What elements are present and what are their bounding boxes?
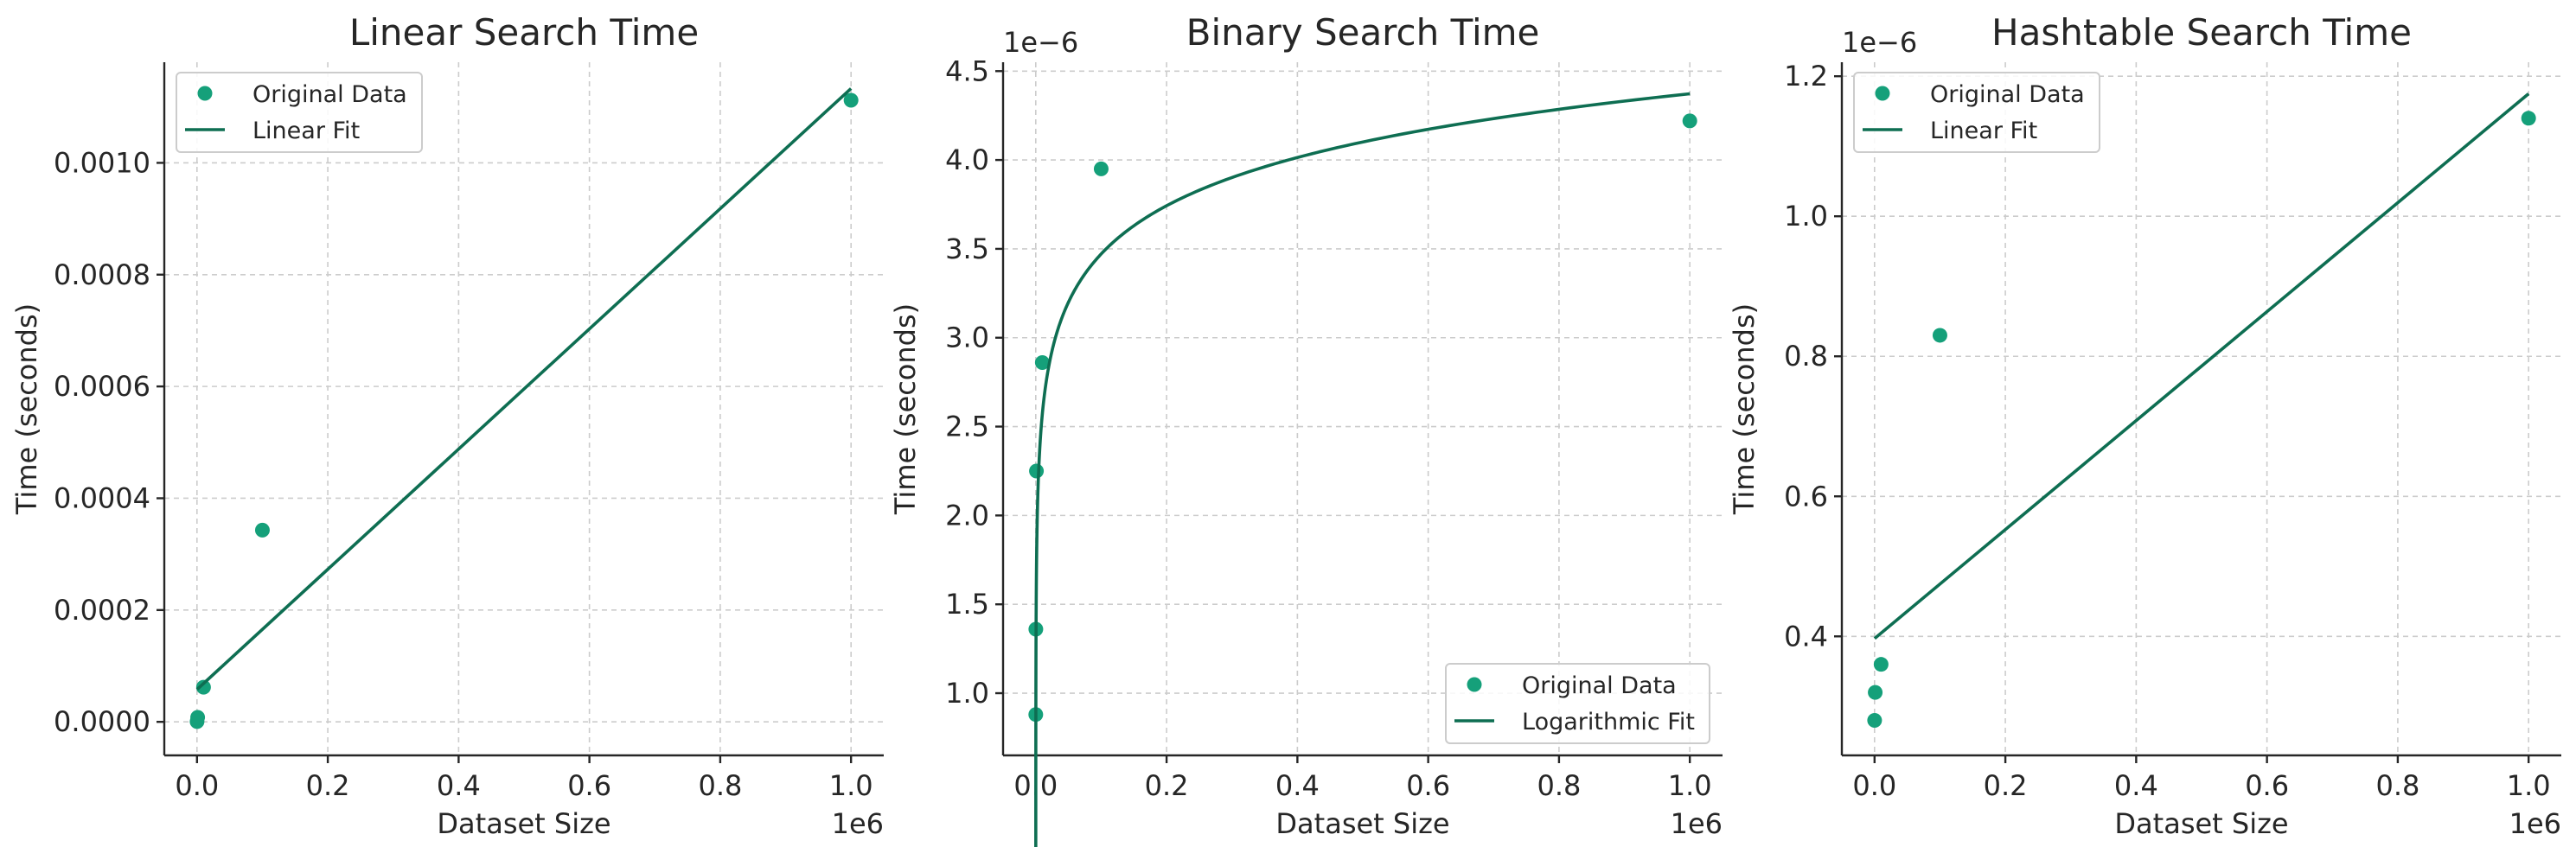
y-tick-label: 0.6 — [1784, 480, 1828, 513]
data-point — [1868, 685, 1883, 700]
data-point — [1034, 355, 1050, 371]
y-tick-label: 0.0006 — [54, 370, 150, 403]
legend: Original Data Logarithmic Fit — [1445, 663, 1710, 744]
x-tick-label: 0.0 — [1852, 769, 1896, 802]
x-tick-label: 1.0 — [829, 769, 873, 802]
linear-search-chart: 0.0 0.2 0.4 0.6 0.8 1.0 0.0000 0.0002 0.0004 0.00… — [10, 11, 884, 840]
y-tick-label: 0.0010 — [54, 146, 150, 179]
legend-marker-swatch — [1875, 86, 1890, 101]
chart-title: Binary Search Time — [1186, 11, 1540, 54]
x-tick-label: 0.2 — [1145, 769, 1189, 802]
data-point — [1093, 161, 1109, 176]
y-tick-label: 2.0 — [945, 499, 989, 532]
y-tick-label: 1.5 — [945, 588, 989, 621]
y-tick-label: 2.5 — [945, 411, 989, 443]
y-tick-label: 0.4 — [1784, 620, 1828, 653]
y-tick-label: 0.8 — [1784, 340, 1828, 373]
legend-entry-label: Original Data — [1522, 672, 1677, 699]
y-axis-label: Time (seconds) — [889, 303, 922, 515]
y-offset-label: 1e−6 — [1003, 26, 1078, 59]
legend-marker-swatch — [1467, 677, 1482, 692]
x-offset-label: 1e6 — [2509, 807, 2561, 840]
y-tick-label: 0.0000 — [54, 705, 150, 738]
y-tick-label: 1.2 — [1784, 60, 1828, 92]
x-offset-label: 1e6 — [832, 807, 884, 840]
chart-title: Hashtable Search Time — [1991, 11, 2412, 54]
data-point — [1873, 657, 1889, 672]
linear-fit-line — [1873, 92, 2530, 640]
data-point — [843, 92, 859, 108]
x-tick-label: 1.0 — [1668, 769, 1712, 802]
legend-entry-label: Linear Fit — [252, 118, 360, 144]
x-axis-label: Dataset Size — [437, 807, 610, 840]
data-point — [1932, 328, 1947, 343]
x-tick-label: 0.8 — [698, 769, 742, 802]
y-tick-label: 3.0 — [945, 322, 989, 354]
legend-box — [1445, 663, 1710, 744]
y-axis-label: Time (seconds) — [10, 303, 43, 515]
x-tick-label: 0.8 — [2375, 769, 2419, 802]
y-tick-label: 1.0 — [945, 677, 989, 710]
logarithmic-fit-line — [1034, 92, 1691, 847]
y-offset-label: 1e−6 — [1842, 26, 1917, 59]
data-point — [190, 710, 206, 725]
legend-box — [176, 72, 423, 153]
x-tick-label: 0.8 — [1537, 769, 1581, 802]
data-point — [1682, 113, 1697, 129]
x-axis-label: Dataset Size — [2114, 807, 2288, 840]
y-tick-label: 4.5 — [945, 54, 989, 87]
data-point — [195, 679, 211, 695]
x-tick-label: 0.6 — [567, 769, 611, 802]
legend-entry-label: Original Data — [1930, 81, 2085, 108]
legend-entry-label: Logarithmic Fit — [1522, 709, 1695, 736]
binary-search-chart: 0.0 0.2 0.4 0.6 0.8 1.01.01.52.02.53.03.54.04… — [889, 11, 1723, 847]
legend-entry-label: Linear Fit — [1930, 118, 2037, 144]
legend-box — [1853, 72, 2100, 153]
x-tick-label: 0.4 — [1275, 769, 1320, 802]
data-point — [1029, 463, 1045, 479]
x-tick-label: 0.4 — [2114, 769, 2158, 802]
legend: Original Data Linear Fit — [1853, 72, 2100, 153]
x-tick-label: 0.4 — [437, 769, 481, 802]
legend-marker-swatch — [197, 86, 213, 101]
grid — [164, 62, 884, 755]
x-tick-label: 0.6 — [1406, 769, 1450, 802]
y-tick-label: 1.0 — [1784, 200, 1828, 232]
data-point — [1867, 712, 1882, 728]
x-tick-label: 0.6 — [2245, 769, 2289, 802]
y-tick-label: 4.0 — [945, 143, 989, 176]
x-tick-label: 0.2 — [1984, 769, 2028, 802]
x-tick-label: 0.2 — [306, 769, 350, 802]
grid — [1842, 62, 2561, 755]
y-tick-label: 3.5 — [945, 232, 989, 265]
grid — [1003, 62, 1723, 755]
legend: Original Data Linear Fit — [176, 72, 423, 153]
y-tick-label: 0.0008 — [54, 258, 150, 291]
legend-entry-label: Original Data — [252, 81, 407, 108]
x-tick-label: 0.0 — [175, 769, 219, 802]
y-tick-label: 0.0002 — [54, 594, 150, 627]
hashtable-search-chart: 0.0 0.2 0.4 0.6 0.8 1.0 0.4 0.6 0.8 1.0 1.2 1e6 1e−6… — [1728, 11, 2561, 840]
y-tick-label: 0.0004 — [54, 481, 150, 514]
y-axis-label: Time (seconds) — [1728, 303, 1761, 515]
x-axis-label: Dataset Size — [1275, 807, 1449, 840]
data-point — [254, 522, 270, 538]
data-point — [2521, 111, 2536, 126]
linear-fit-line — [195, 87, 853, 691]
x-tick-label: 1.0 — [2507, 769, 2551, 802]
x-offset-label: 1e6 — [1671, 807, 1723, 840]
chart-title: Linear Search Time — [349, 11, 699, 54]
